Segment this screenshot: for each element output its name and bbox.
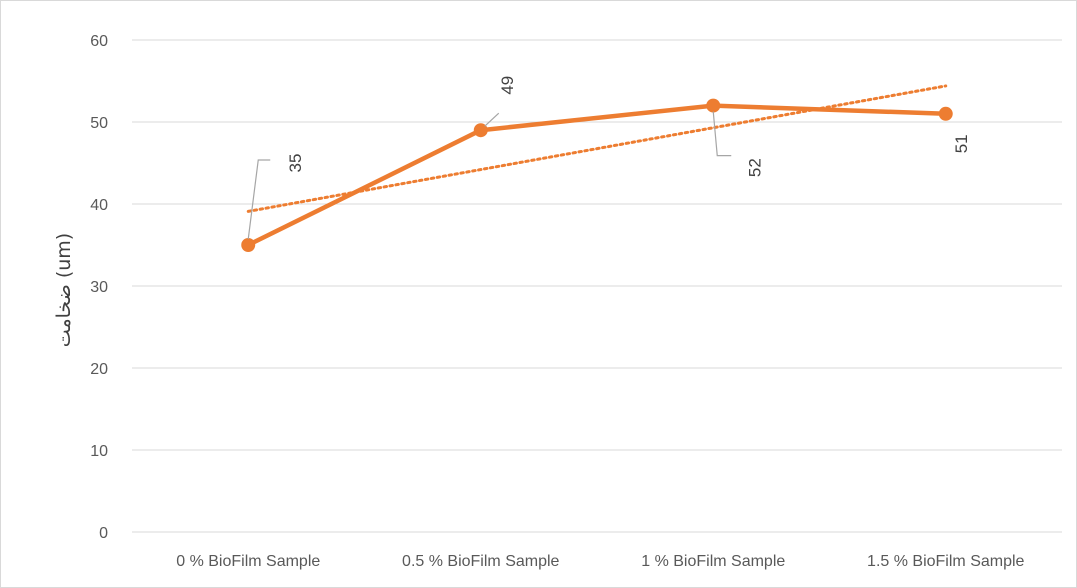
trendline xyxy=(246,84,948,213)
x-tick-label: 0.5 % BioFilm Sample xyxy=(402,553,559,570)
data-labels: 35 49 52 51 xyxy=(286,76,972,177)
y-tick-label: 40 xyxy=(90,197,108,214)
x-axis-ticks: 0 % BioFilm Sample 0.5 % BioFilm Sample 1 … xyxy=(176,553,1024,570)
y-axis-label: ضخامت (um) xyxy=(53,233,75,347)
y-tick-label: 30 xyxy=(90,279,108,296)
data-point xyxy=(706,98,721,113)
data-point xyxy=(938,106,953,121)
data-label: 49 xyxy=(498,76,517,95)
y-tick-label: 10 xyxy=(90,443,108,460)
y-tick-label: 20 xyxy=(90,361,108,378)
y-tick-label: 0 xyxy=(99,525,108,542)
trendline-line xyxy=(246,84,948,213)
data-point xyxy=(473,123,488,138)
x-tick-label: 1.5 % BioFilm Sample xyxy=(867,553,1024,570)
data-label: 51 xyxy=(952,134,971,153)
x-tick-label: 1 % BioFilm Sample xyxy=(641,553,785,570)
y-tick-label: 50 xyxy=(90,115,108,132)
data-point xyxy=(241,238,256,252)
leader-line xyxy=(484,112,500,127)
leader-line xyxy=(712,111,732,157)
leader-line xyxy=(247,159,271,240)
y-axis-ticks: 0 10 20 30 40 50 60 xyxy=(90,33,108,542)
x-tick-label: 0 % BioFilm Sample xyxy=(176,553,320,570)
leader-lines xyxy=(247,111,732,240)
data-label: 52 xyxy=(746,158,765,177)
y-tick-label: 60 xyxy=(90,33,108,50)
series-polyline xyxy=(246,103,948,248)
data-label: 35 xyxy=(286,154,305,173)
